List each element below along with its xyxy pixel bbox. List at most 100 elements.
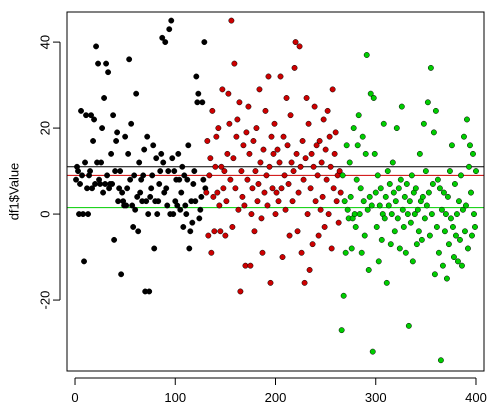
- point-s1-54: [257, 159, 264, 166]
- point-s0-76: [149, 172, 156, 179]
- point-s2-12: [350, 125, 357, 132]
- point-s1-25: [228, 17, 235, 24]
- point-s0-53: [126, 56, 133, 63]
- point-s0-43: [116, 185, 123, 192]
- point-s1-106: [309, 241, 316, 248]
- point-s0-59: [132, 206, 139, 213]
- point-s0-16: [89, 185, 96, 192]
- point-s2-25: [363, 52, 370, 58]
- point-s2-100: [438, 206, 445, 213]
- point-s0-121: [194, 99, 201, 106]
- point-s2-77: [415, 228, 422, 235]
- point-s0-123: [196, 215, 203, 222]
- point-s1-133: [336, 168, 343, 175]
- point-s2-73: [411, 211, 418, 218]
- point-s0-7: [80, 211, 86, 218]
- point-s0-46: [119, 189, 126, 196]
- point-s1-121: [324, 107, 331, 114]
- point-s0-80: [153, 155, 160, 162]
- point-s0-50: [123, 202, 130, 209]
- point-s2-82: [420, 120, 427, 127]
- point-s2-6: [344, 206, 351, 213]
- point-s0-73: [146, 288, 153, 295]
- point-s2-121: [459, 206, 466, 213]
- point-s0-78: [151, 245, 158, 252]
- point-s1-30: [233, 133, 240, 140]
- point-s1-60: [263, 172, 270, 179]
- point-s0-104: [177, 206, 184, 213]
- point-s1-46: [249, 185, 256, 192]
- point-s0-19: [92, 181, 99, 187]
- point-s1-120: [323, 176, 330, 183]
- point-s1-19: [222, 232, 229, 239]
- point-s0-0: [73, 176, 79, 183]
- point-s0-22: [95, 60, 102, 67]
- point-s1-34: [237, 288, 244, 295]
- point-s2-92: [430, 129, 437, 136]
- point-s1-110: [313, 142, 320, 149]
- point-s0-95: [168, 17, 175, 24]
- point-s0-9: [82, 159, 88, 166]
- point-s2-17: [355, 112, 362, 119]
- point-s1-4: [207, 155, 214, 162]
- point-s2-3: [341, 198, 348, 205]
- point-s2-2: [340, 292, 347, 299]
- point-s0-77: [150, 142, 157, 149]
- point-s2-33: [371, 150, 378, 157]
- point-s2-76: [414, 206, 421, 213]
- point-s0-82: [155, 198, 162, 205]
- point-s2-58: [396, 245, 403, 252]
- point-s1-21: [224, 150, 231, 157]
- point-s2-123: [462, 228, 468, 235]
- point-s2-32: [370, 95, 377, 101]
- point-s2-22: [360, 198, 367, 205]
- point-s0-83: [156, 181, 163, 187]
- point-s2-124: [463, 202, 469, 209]
- point-s0-57: [130, 224, 137, 230]
- point-s0-112: [185, 142, 192, 149]
- x-tick-label-4: 400: [465, 390, 487, 405]
- point-s2-101: [439, 262, 446, 269]
- point-s1-71: [274, 146, 281, 153]
- point-s1-50: [253, 125, 260, 132]
- point-s0-74: [147, 193, 154, 200]
- point-s1-99: [302, 155, 309, 162]
- point-s0-20: [93, 43, 100, 50]
- y-tick-label-2: 20: [38, 121, 53, 135]
- point-s2-39: [377, 185, 384, 192]
- point-s2-61: [399, 206, 406, 213]
- point-s1-39: [242, 262, 249, 269]
- point-s1-12: [215, 125, 222, 132]
- point-s2-49: [387, 241, 394, 248]
- point-s2-45: [383, 279, 390, 286]
- point-s0-67: [140, 172, 147, 179]
- point-s2-30: [368, 202, 375, 209]
- point-s2-68: [406, 198, 413, 205]
- point-s1-11: [214, 189, 221, 196]
- point-s0-90: [163, 185, 170, 192]
- point-s1-82: [285, 181, 292, 187]
- point-s1-43: [246, 150, 253, 157]
- point-s0-64: [137, 189, 144, 196]
- point-s1-104: [307, 185, 314, 192]
- point-s2-102: [440, 189, 447, 196]
- point-s1-31: [234, 116, 241, 123]
- point-s1-72: [275, 198, 282, 205]
- point-s1-76: [279, 254, 286, 261]
- point-s0-62: [135, 228, 142, 235]
- point-s0-81: [154, 211, 161, 218]
- point-s0-35: [108, 150, 115, 157]
- point-s1-17: [220, 185, 227, 192]
- point-s2-133: [472, 224, 478, 230]
- point-s1-52: [255, 181, 262, 187]
- point-s0-114: [187, 228, 194, 235]
- point-s0-98: [171, 168, 178, 175]
- point-s1-58: [261, 189, 268, 196]
- point-s1-115: [318, 159, 325, 166]
- point-s2-108: [446, 168, 453, 175]
- point-s2-64: [402, 249, 409, 256]
- point-s1-114: [317, 206, 324, 213]
- point-s1-6: [209, 107, 216, 114]
- point-s2-40: [378, 236, 385, 243]
- point-s1-132: [335, 219, 342, 226]
